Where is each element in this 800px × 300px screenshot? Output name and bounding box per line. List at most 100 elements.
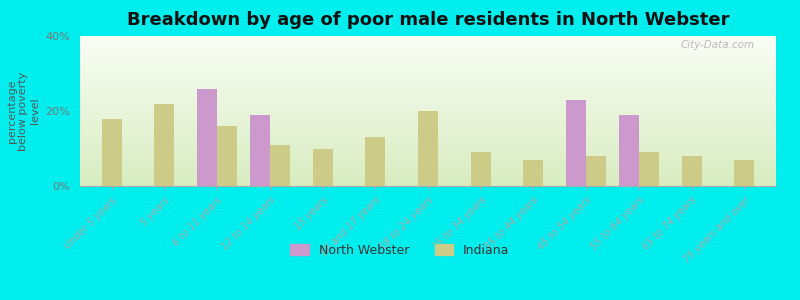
- Bar: [80, 140, 776, 141]
- Bar: [80, 141, 776, 142]
- Bar: [80, 112, 776, 114]
- Title: Breakdown by age of poor male residents in North Webster: Breakdown by age of poor male residents …: [126, 11, 730, 29]
- Bar: [80, 78, 776, 80]
- Bar: [80, 117, 776, 118]
- Bar: [80, 159, 776, 160]
- Bar: [80, 56, 776, 57]
- Bar: [80, 44, 776, 45]
- Bar: [80, 61, 776, 63]
- Bar: [80, 172, 776, 174]
- Bar: [80, 142, 776, 144]
- Bar: [80, 36, 776, 38]
- Bar: [80, 129, 776, 130]
- Bar: [470, 152, 490, 186]
- Bar: [80, 60, 776, 61]
- Bar: [80, 75, 776, 76]
- Bar: [366, 137, 386, 186]
- Bar: [80, 52, 776, 54]
- Bar: [80, 148, 776, 150]
- Bar: [80, 146, 776, 147]
- Bar: [80, 92, 776, 93]
- Bar: [80, 154, 776, 156]
- Bar: [80, 168, 776, 170]
- Bar: [418, 111, 438, 186]
- Bar: [80, 152, 776, 153]
- Bar: [734, 160, 754, 186]
- Bar: [80, 39, 776, 40]
- Bar: [80, 100, 776, 102]
- Bar: [80, 144, 776, 146]
- Bar: [80, 80, 776, 81]
- Bar: [80, 120, 776, 122]
- Bar: [80, 94, 776, 96]
- Bar: [270, 145, 290, 186]
- Bar: [80, 124, 776, 126]
- Bar: [80, 99, 776, 100]
- Bar: [639, 152, 659, 186]
- Bar: [80, 69, 776, 70]
- Bar: [80, 38, 776, 39]
- Bar: [80, 110, 776, 111]
- Bar: [80, 98, 776, 99]
- Bar: [80, 51, 776, 52]
- Bar: [80, 156, 776, 158]
- Bar: [80, 126, 776, 128]
- Bar: [80, 103, 776, 105]
- Bar: [80, 114, 776, 116]
- Bar: [80, 160, 776, 162]
- Bar: [80, 70, 776, 72]
- Bar: [80, 169, 776, 171]
- Bar: [80, 81, 776, 82]
- Bar: [80, 158, 776, 159]
- Bar: [80, 164, 776, 165]
- Bar: [154, 103, 174, 186]
- Bar: [80, 102, 776, 104]
- Bar: [80, 165, 776, 166]
- Bar: [80, 184, 776, 186]
- Bar: [80, 132, 776, 134]
- Bar: [217, 126, 237, 186]
- Bar: [80, 42, 776, 44]
- Bar: [80, 167, 776, 168]
- Legend: North Webster, Indiana: North Webster, Indiana: [290, 244, 510, 257]
- Bar: [80, 134, 776, 135]
- Bar: [80, 111, 776, 112]
- Bar: [80, 93, 776, 94]
- Bar: [523, 160, 543, 186]
- Bar: [80, 147, 776, 148]
- Bar: [80, 76, 776, 78]
- Bar: [80, 135, 776, 136]
- Bar: [80, 177, 776, 178]
- Bar: [80, 105, 776, 106]
- Bar: [80, 85, 776, 87]
- Bar: [586, 156, 606, 186]
- Bar: [80, 40, 776, 42]
- Bar: [80, 72, 776, 74]
- Bar: [80, 108, 776, 110]
- Bar: [80, 171, 776, 172]
- Bar: [682, 156, 702, 186]
- Bar: [80, 174, 776, 176]
- Text: City-Data.com: City-Data.com: [681, 40, 755, 50]
- Bar: [80, 150, 776, 152]
- Bar: [80, 58, 776, 60]
- Bar: [80, 46, 776, 48]
- Bar: [80, 130, 776, 132]
- Bar: [619, 115, 639, 186]
- Bar: [80, 48, 776, 50]
- Bar: [80, 68, 776, 69]
- Bar: [566, 100, 586, 186]
- Bar: [80, 122, 776, 123]
- Bar: [80, 178, 776, 180]
- Bar: [80, 153, 776, 154]
- Bar: [80, 183, 776, 184]
- Bar: [80, 138, 776, 140]
- Bar: [80, 88, 776, 90]
- Bar: [80, 74, 776, 75]
- Bar: [80, 57, 776, 58]
- Bar: [80, 45, 776, 46]
- Y-axis label: percentage
below poverty
level: percentage below poverty level: [6, 71, 40, 151]
- Bar: [80, 116, 776, 117]
- Bar: [80, 123, 776, 124]
- Bar: [80, 87, 776, 88]
